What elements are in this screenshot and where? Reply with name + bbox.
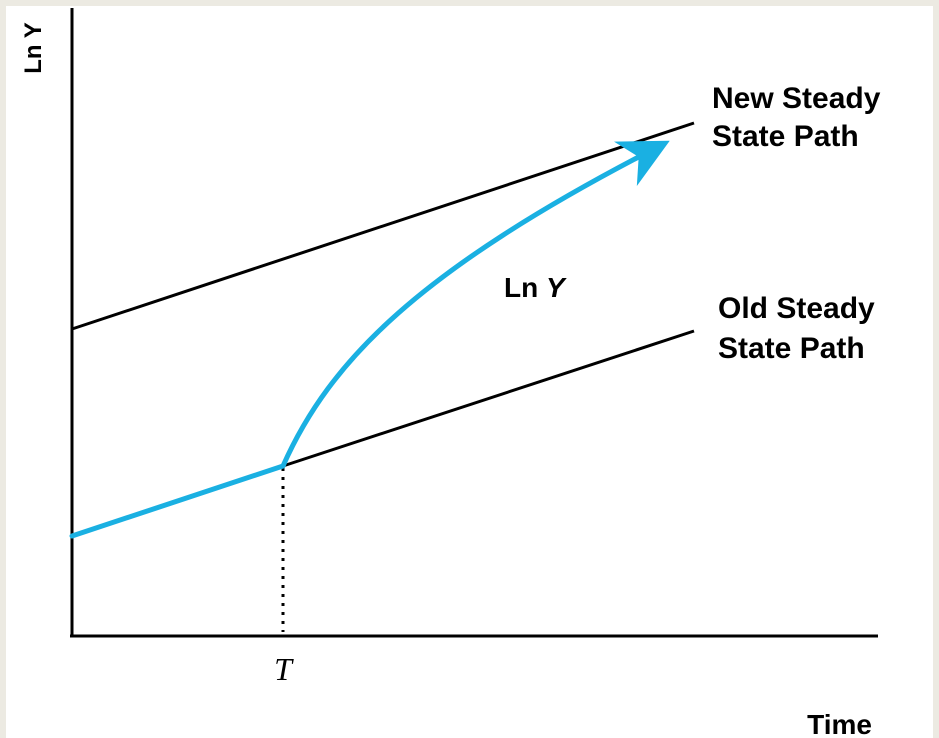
y-axis-label: Ln Y <box>20 22 47 74</box>
new-path-label-line2: State Path <box>712 120 859 153</box>
old-path-label-line2: State Path <box>718 332 865 365</box>
ln-y-path-before-t <box>72 466 283 536</box>
ln-y-curve-label: Ln Y <box>504 272 567 303</box>
new-path-label-line1: New Steady <box>712 82 881 115</box>
old-steady-state-line <box>283 331 694 466</box>
old-path-label-line1: Old Steady <box>718 292 875 325</box>
new-steady-state-line <box>72 123 694 329</box>
x-axis-label: Time <box>807 709 872 738</box>
time-t-label: T <box>274 651 294 687</box>
ln-y-curve-label-var: Y <box>546 272 567 303</box>
ln-y-curve-label-prefix: Ln <box>504 272 546 303</box>
